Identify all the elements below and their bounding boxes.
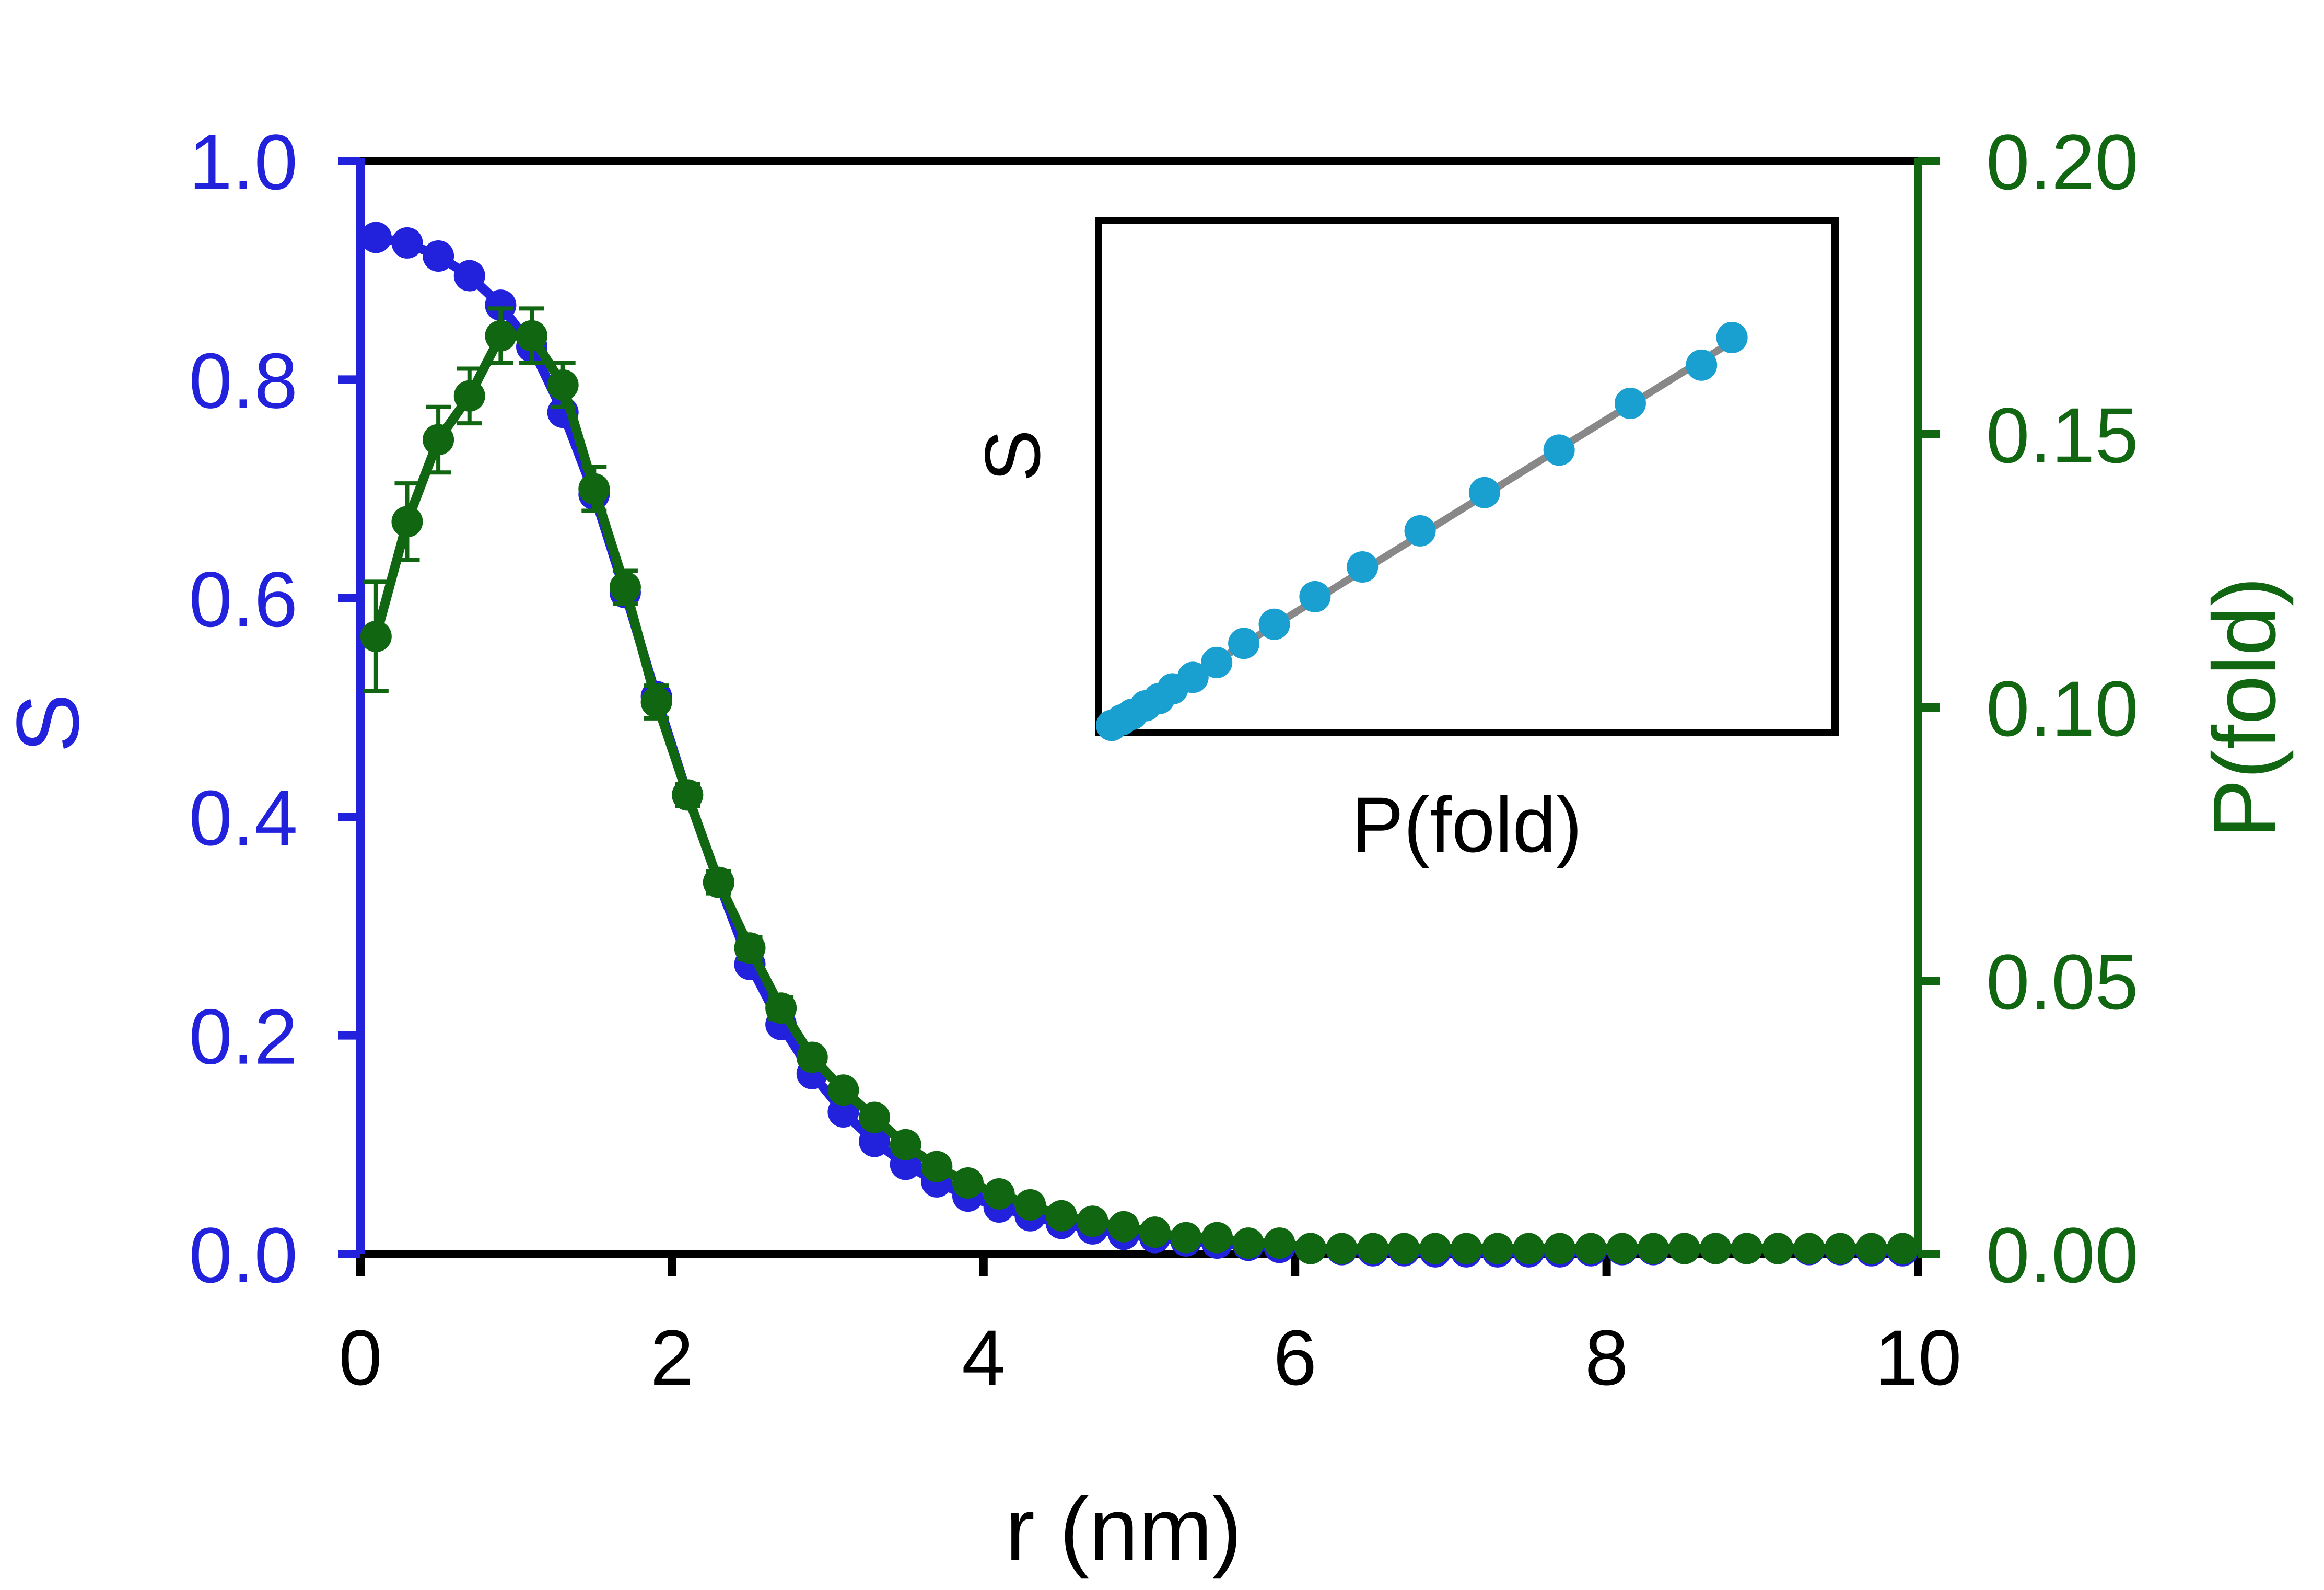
data-point-pfold <box>1045 1200 1077 1232</box>
x-axis-label: r (nm) <box>1005 1480 1242 1579</box>
left-y-tick-label: 0.0 <box>189 1211 298 1299</box>
data-point-pfold <box>1326 1233 1358 1264</box>
inset-data-point <box>1614 387 1646 419</box>
data-point-s <box>485 289 517 321</box>
inset-data-point <box>1299 581 1331 612</box>
left-y-tick-label: 1.0 <box>189 118 298 206</box>
data-point-pfold <box>578 473 610 505</box>
left-y-tick-label: 0.6 <box>189 555 298 643</box>
data-point-pfold <box>1793 1233 1825 1264</box>
data-point-pfold <box>952 1167 984 1199</box>
data-point-pfold <box>516 320 548 352</box>
x-tick-label: 8 <box>1585 1314 1628 1401</box>
data-point-pfold <box>485 320 517 352</box>
x-tick-label: 2 <box>650 1314 694 1401</box>
data-point-pfold <box>1855 1233 1887 1264</box>
right-y-tick-label: 0.05 <box>1986 938 2139 1026</box>
inset-data-point <box>1201 646 1233 678</box>
inset-data-point <box>1258 608 1290 640</box>
data-point-s <box>423 240 454 272</box>
inset-data-point <box>1177 661 1209 693</box>
data-point-pfold <box>1824 1233 1856 1264</box>
x-tick-label: 0 <box>338 1314 382 1401</box>
data-point-pfold <box>1700 1233 1732 1264</box>
data-point-s <box>453 260 485 292</box>
data-point-pfold <box>1295 1233 1327 1264</box>
right-y-tick-label: 0.10 <box>1986 665 2139 752</box>
left-y-tick-label: 0.8 <box>189 336 298 424</box>
data-point-pfold <box>360 621 392 653</box>
data-point-pfold <box>1762 1233 1794 1264</box>
data-point-pfold <box>1887 1233 1919 1264</box>
data-point-s <box>827 1096 859 1128</box>
data-point-s <box>360 222 392 253</box>
data-point-pfold <box>1668 1233 1700 1264</box>
data-point-pfold <box>1108 1211 1140 1243</box>
data-point-pfold <box>1388 1233 1420 1264</box>
data-point-pfold <box>1606 1233 1638 1264</box>
data-point-pfold <box>453 380 485 412</box>
inset-data-point <box>1543 434 1575 466</box>
inset-data-point <box>1468 477 1500 508</box>
data-point-pfold <box>983 1178 1015 1210</box>
x-tick-label: 10 <box>1875 1314 1962 1401</box>
right-y-tick-label: 0.20 <box>1986 118 2139 206</box>
data-point-pfold <box>1014 1189 1046 1221</box>
data-point-pfold <box>1264 1227 1295 1259</box>
data-point-pfold <box>1451 1233 1482 1264</box>
right-y-tick-label: 0.15 <box>1986 391 2139 479</box>
right-y-tick-label: 0.00 <box>1986 1211 2139 1299</box>
main-plot: 0 2 4 6 8 10 0.0 0.2 0.4 0.6 0.8 1.0 0.00 0.05 0.10 0.1… <box>0 118 2294 1579</box>
data-point-pfold <box>423 424 454 456</box>
inset-data-point <box>1404 515 1436 547</box>
left-y-tick-label: 0.4 <box>189 774 298 862</box>
data-point-pfold <box>1077 1205 1108 1237</box>
x-tick-label: 6 <box>1273 1314 1316 1401</box>
data-point-pfold <box>1638 1233 1669 1264</box>
data-point-pfold <box>1201 1222 1233 1254</box>
data-point-pfold <box>1575 1233 1607 1264</box>
data-point-pfold <box>609 571 641 603</box>
inset-y-axis-label: S <box>968 430 1056 482</box>
data-point-pfold <box>1481 1233 1513 1264</box>
data-point-pfold <box>547 369 579 401</box>
inset-data-point <box>1228 628 1260 659</box>
data-point-pfold <box>703 866 734 898</box>
data-point-pfold <box>859 1101 891 1133</box>
data-point-pfold <box>1170 1222 1202 1254</box>
data-point-pfold <box>796 1041 828 1073</box>
data-point-pfold <box>1731 1233 1762 1264</box>
data-point-pfold <box>1544 1233 1576 1264</box>
data-point-pfold <box>1419 1233 1451 1264</box>
inset-frame <box>1095 217 1839 736</box>
data-point-pfold <box>1139 1216 1171 1248</box>
inset-data-point <box>1716 321 1748 353</box>
data-point-pfold <box>921 1151 953 1182</box>
data-point-pfold <box>765 992 797 1024</box>
inset-plot: P(fold) S <box>968 217 1839 868</box>
data-point-pfold <box>1357 1233 1389 1264</box>
data-point-pfold <box>734 932 766 964</box>
data-point-pfold <box>890 1129 921 1160</box>
data-point-pfold <box>391 506 423 538</box>
left-y-axis-label: S <box>0 693 98 752</box>
data-point-s <box>391 227 423 259</box>
inset-x-axis-label: P(fold) <box>1351 781 1582 868</box>
data-point-pfold <box>1513 1233 1545 1264</box>
inset-data-point <box>1686 349 1718 381</box>
right-y-axis-label: P(fold) <box>2195 577 2294 839</box>
data-point-pfold <box>827 1074 859 1106</box>
data-point-pfold <box>672 779 704 811</box>
left-y-tick-label: 0.2 <box>189 993 298 1081</box>
inset-data-point <box>1347 551 1379 583</box>
data-point-pfold <box>1232 1227 1264 1259</box>
x-tick-label: 4 <box>962 1314 1005 1401</box>
data-point-pfold <box>640 686 672 718</box>
data-point-s <box>859 1125 891 1157</box>
